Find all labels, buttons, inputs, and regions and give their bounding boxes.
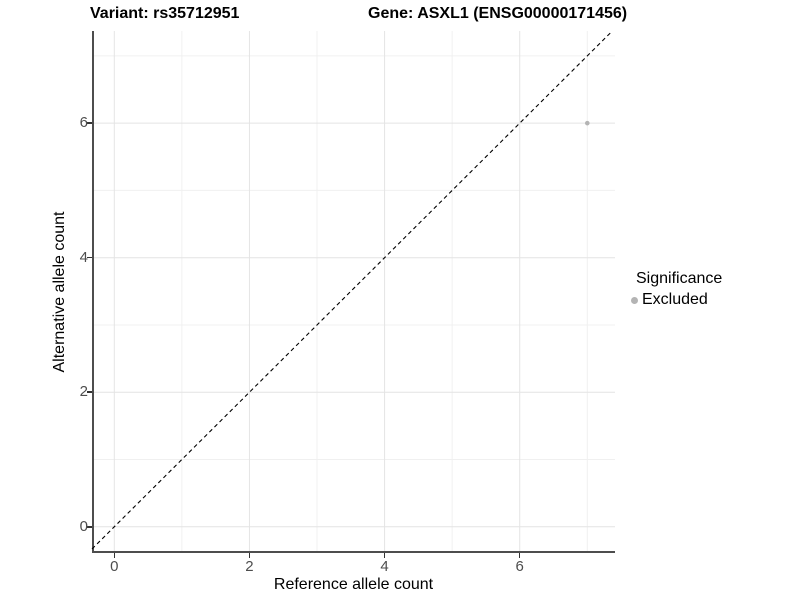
legend-title: Significance [636,270,723,287]
x-tick-mark [518,553,521,558]
plot-title-variant: Variant: rs35712951 [90,5,240,22]
x-tick-mark [113,553,116,558]
x-tick-label: 6 [515,558,524,575]
y-tick-label: 4 [79,248,88,266]
legend-item-label: Excluded [642,291,708,308]
data-point [584,120,590,126]
x-axis-title: Reference allele count [273,576,434,593]
legend: Significance Excluded [631,270,722,309]
y-tick-mark [87,122,92,124]
y-tick-label: 2 [79,383,88,401]
legend-point-icon [631,296,638,304]
x-tick-mark [383,553,386,558]
plot-title-gene: Gene: ASXL1 (ENSG00000171456) [368,5,628,22]
y-tick-mark [87,526,92,528]
x-tick-label: 4 [380,558,389,575]
legend-item-excluded: Excluded [631,291,722,309]
y-tick-label: 6 [79,114,88,132]
plot-panel [91,30,615,553]
x-tick-label: 0 [110,558,119,575]
y-axis-title: Alternative allele count [51,211,68,373]
y-tick-mark [87,391,92,393]
x-tick-label: 2 [245,558,254,575]
y-tick-mark [87,256,92,259]
plot-area-svg [91,30,615,553]
identity-line [91,30,613,550]
x-tick-mark [248,553,251,558]
y-tick-label: 0 [79,517,88,535]
